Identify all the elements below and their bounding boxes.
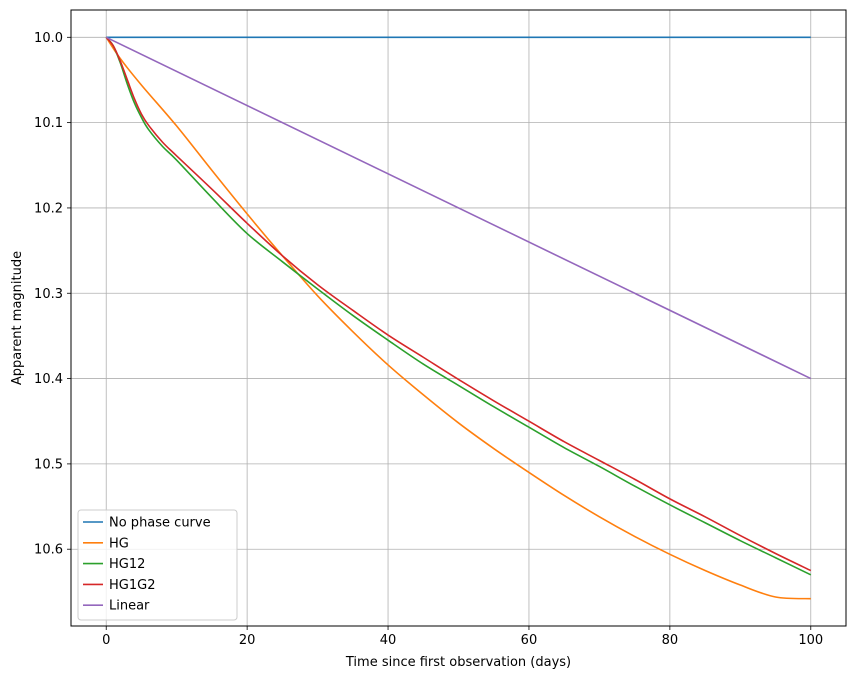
y-axis-label: Apparent magnitude [10,251,25,385]
y-tick-label: 10.6 [34,543,63,558]
y-tick-label: 10.2 [34,201,63,216]
y-tick-label: 10.5 [34,457,63,472]
x-tick-label: 20 [239,633,256,648]
x-tick-label: 0 [102,633,110,648]
legend-box [77,509,238,621]
plot-frame [70,9,847,627]
y-tick-label: 10.4 [34,372,63,387]
legend-label-hg1g2: HG1G2 [109,578,155,593]
series-lines [105,36,812,600]
series-line-hg12 [105,36,812,576]
x-tick-label: 40 [380,633,397,648]
axis-ticks: 0 20 40 60 80 100 10.0 10.1 10.2 10.3 10.4 10.5 10.6 [34,31,823,648]
grid [71,10,846,626]
series-line-linear [105,36,812,380]
series-line-hg [105,36,811,600]
x-axis-label: Time since first observation (days) [345,655,571,670]
x-tick-label: 80 [662,633,679,648]
x-tick-label: 100 [798,633,823,648]
y-tick-label: 10.1 [34,116,63,131]
legend: No phase curve HG HG12 HG1G2 Linear [77,509,238,621]
series-line-hg1g2 [105,36,812,572]
legend-label-hg12: HG12 [109,557,145,572]
y-tick-label: 10.3 [34,287,63,302]
legend-label-linear: Linear [109,599,150,614]
legend-label-no-phase-curve: No phase curve [109,516,211,531]
legend-label-hg: HG [109,536,129,551]
y-tick-label: 10.0 [34,31,63,46]
x-tick-label: 60 [521,633,538,648]
